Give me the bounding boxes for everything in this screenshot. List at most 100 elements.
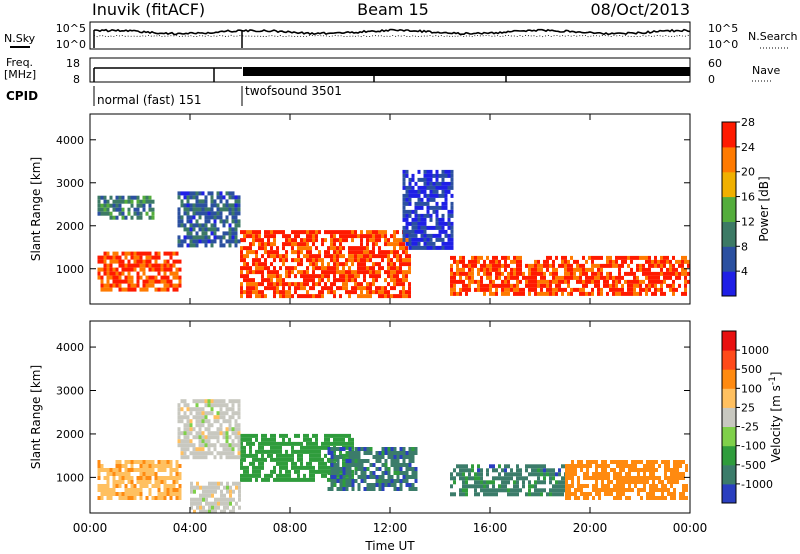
echo-cell [501, 283, 504, 288]
echo-cell [118, 255, 122, 260]
echo-cell [333, 471, 337, 475]
echo-cell [360, 286, 363, 291]
echo-cell [354, 246, 357, 251]
echo-cell [604, 484, 607, 488]
echo-cell [504, 464, 507, 469]
echo-cell [408, 294, 411, 299]
echo-cell [685, 496, 688, 500]
echo-cell [312, 477, 315, 482]
echo-cell [145, 259, 149, 264]
echo-cell [198, 191, 202, 196]
echo-cell [195, 403, 199, 408]
echo-cell [531, 287, 534, 292]
echo-cell [237, 195, 241, 200]
echo-cell [213, 415, 217, 420]
echo-cell [139, 464, 143, 468]
velocity-echo-region [450, 464, 567, 497]
echo-cell [312, 234, 315, 239]
echo-cell [177, 443, 181, 448]
echo-cell [576, 275, 579, 280]
echo-cell [97, 203, 101, 208]
echo-cell [324, 465, 327, 470]
echo-cell [157, 464, 161, 468]
echo-cell [192, 399, 196, 404]
echo-cell [306, 270, 309, 275]
echo-cell [345, 459, 349, 463]
echo-cell [471, 279, 474, 284]
echo-cell [681, 291, 684, 296]
echo-cell [583, 472, 586, 476]
echo-cell [148, 207, 152, 212]
echo-cell [381, 475, 385, 479]
echo-cell [249, 242, 252, 247]
echo-cell [192, 211, 196, 216]
echo-cell [300, 453, 303, 458]
echo-cell [208, 509, 211, 513]
echo-cell [330, 234, 333, 239]
echo-cell [438, 221, 442, 226]
echo-cell [675, 271, 678, 276]
echo-cell [237, 223, 241, 228]
echo-cell [366, 475, 370, 479]
echo-cell [670, 492, 673, 496]
echo-cell [207, 403, 211, 408]
echo-cell [231, 235, 235, 240]
echo-cell [225, 407, 229, 412]
echo-cell [273, 441, 276, 446]
echo-cell [607, 472, 610, 476]
echo-cell [234, 455, 238, 460]
echo-cell [318, 266, 321, 271]
echo-cell [649, 492, 652, 496]
echo-cell [402, 274, 405, 279]
echo-cell [130, 203, 134, 208]
echo-cell [315, 469, 318, 474]
echo-cell [205, 501, 208, 506]
echo-cell [264, 242, 267, 247]
echo-cell [288, 274, 291, 279]
echo-cell [202, 493, 205, 498]
echo-cell [652, 496, 655, 500]
nsky-label: N.Sky [4, 32, 36, 45]
echo-cell [492, 480, 495, 485]
echo-cell [348, 234, 351, 239]
echo-cell [198, 215, 202, 220]
echo-cell [124, 275, 128, 280]
echo-cell [486, 283, 489, 288]
echo-cell [207, 427, 211, 432]
echo-cell [130, 492, 134, 496]
echo-cell [381, 286, 384, 291]
echo-cell [210, 407, 214, 412]
echo-cell [450, 275, 453, 280]
echo-cell [276, 270, 279, 275]
echo-cell [630, 255, 633, 260]
echo-cell [300, 449, 303, 454]
echo-cell [411, 185, 415, 190]
echo-cell [585, 275, 588, 280]
echo-cell [198, 211, 202, 216]
echo-cell [378, 254, 381, 259]
echo-cell [130, 263, 134, 268]
echo-cell [348, 447, 352, 451]
echo-cell [661, 492, 664, 496]
echo-cell [573, 287, 576, 292]
echo-cell [583, 496, 586, 500]
echo-cell [157, 488, 161, 492]
echo-cell [204, 415, 208, 420]
echo-cell [223, 493, 226, 498]
echo-cell [571, 476, 574, 480]
echo-cell [639, 287, 642, 292]
echo-cell [270, 246, 273, 251]
echo-cell [189, 419, 193, 424]
echo-cell [231, 407, 235, 412]
echo-cell [312, 473, 315, 478]
echo-cell [261, 433, 264, 438]
echo-cell [549, 291, 552, 296]
echo-cell [201, 455, 205, 460]
echo-cell [282, 437, 285, 442]
echo-cell [516, 291, 519, 296]
echo-cell [112, 251, 116, 256]
echo-cell [622, 464, 625, 468]
echo-cell [106, 207, 110, 212]
echo-cell [219, 427, 223, 432]
